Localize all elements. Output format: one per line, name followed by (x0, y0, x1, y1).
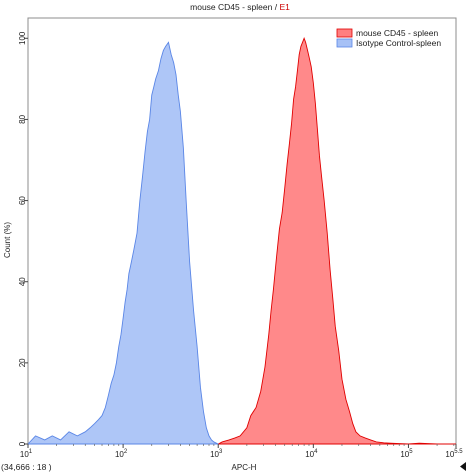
x-tick-label-4: 105 (400, 449, 413, 459)
y-tick-label-0: 0 (18, 441, 27, 446)
legend-label-0: mouse CD45 - spleen (356, 28, 438, 38)
series-area-1 (26, 41, 219, 445)
x-tick-label-3: 104 (305, 449, 318, 459)
y-tick-label-4: 80 (18, 114, 27, 123)
chart-title-main: mouse CD45 - spleen (190, 2, 272, 12)
y-tick-label-3: 60 (18, 196, 27, 205)
x-axis-ticks: 101 102 103 104 105 105.5 (20, 444, 463, 459)
scroll-left-arrow-icon[interactable] (460, 462, 466, 471)
cursor-coordinate-readout: (34,666 : 18 ) (1, 462, 52, 472)
legend-swatch-1 (336, 38, 353, 48)
legend-swatch-0 (336, 28, 353, 38)
plot-area-frame (27, 17, 457, 445)
series-area-0 (218, 37, 456, 445)
x-axis-label: APC-H (232, 463, 257, 472)
chart-title-separator: / (272, 2, 279, 12)
y-tick-label-5: 100 (18, 31, 27, 45)
x-tick-label-1: 102 (115, 449, 128, 459)
y-axis-ticks: 0 20 40 60 80 100 (18, 31, 28, 446)
x-tick-label-0: 101 (20, 449, 33, 459)
x-tick-label-5: 105.5 (445, 449, 463, 459)
x-tick-label-2: 103 (210, 449, 223, 459)
series-layer (26, 37, 456, 445)
y-axis-label: Count (%) (3, 222, 12, 258)
y-tick-label-1: 20 (18, 358, 27, 367)
chart-title-gate: E1 (279, 2, 290, 12)
legend-label-1: Isotype Control-spleen (356, 38, 441, 48)
y-tick-label-2: 40 (18, 277, 27, 286)
chart-title: mouse CD45 - spleen / E1 (190, 2, 290, 12)
